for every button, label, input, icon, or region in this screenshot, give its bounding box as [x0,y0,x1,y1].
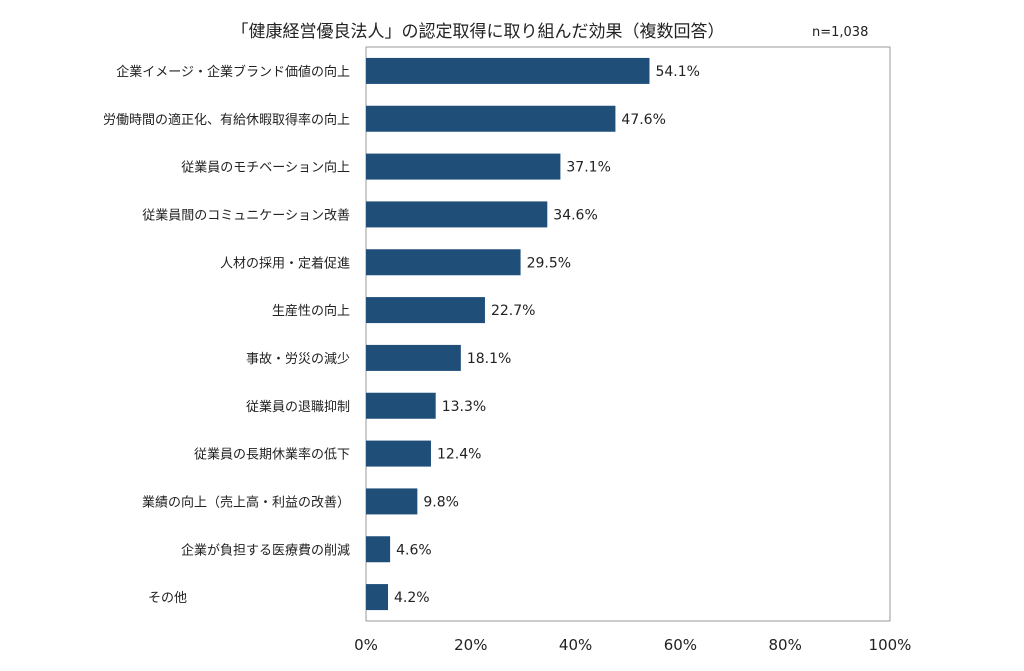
bar [366,440,431,467]
category-label: 人材の採用・定着促進 [220,255,350,271]
data-label: 18.1% [467,351,511,367]
data-label: 12.4% [437,447,481,463]
bar [366,249,521,276]
data-label: 29.5% [527,255,571,271]
x-tick-label: 0% [354,636,378,654]
data-label: 4.6% [396,542,432,558]
bar [366,392,436,419]
category-label: 従業員のモチベーション向上 [181,160,350,176]
data-label: 9.8% [423,494,459,510]
category-label: 従業員間のコミュニケーション改善 [142,207,350,223]
plot-area [365,46,891,622]
bar [366,488,418,515]
bar [366,201,548,228]
bar [366,536,391,563]
category-label: 労働時間の適正化、有給休暇取得率の向上 [103,112,350,128]
data-label: 54.1% [655,64,699,80]
bar [366,584,389,611]
category-label: 企業イメージ・企業ブランド価値の向上 [116,64,350,80]
data-label: 37.1% [566,160,610,176]
category-label: 企業が負担する医療費の削減 [181,542,350,558]
data-label: 47.6% [621,112,665,128]
category-label: 従業員の長期休業率の低下 [194,447,350,463]
category-label: 従業員の退職抑制 [246,399,350,415]
chart-title: 「健康経営優良法人」の認定取得に取り組んだ効果（複数回答） [232,22,725,42]
category-label: 業績の向上（売上高・利益の改善） [142,494,350,510]
bar [366,57,650,84]
sample-size-note: n=1,038 [812,25,868,40]
x-tick-label: 40% [559,636,592,654]
category-label: 生産性の向上 [272,303,350,319]
bar [366,297,485,324]
bar [366,344,461,371]
bar [366,105,616,132]
x-tick-label: 20% [454,636,487,654]
category-label: 事故・労災の減少 [246,351,350,367]
x-tick-label: 100% [869,636,912,654]
x-tick-label: 60% [664,636,697,654]
x-tick-label: 80% [769,636,802,654]
bar [366,153,561,180]
data-label: 34.6% [553,207,597,223]
category-label: その他 [148,591,187,606]
data-label: 4.2% [394,590,430,606]
data-label: 22.7% [491,303,535,319]
data-label: 13.3% [442,399,486,415]
